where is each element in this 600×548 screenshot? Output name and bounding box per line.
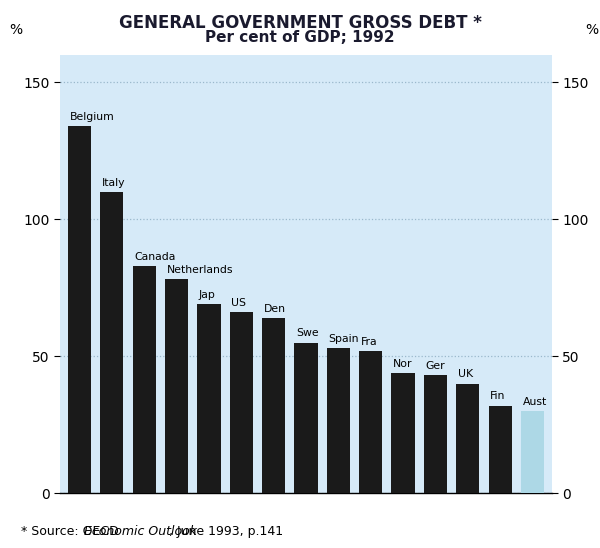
Text: Ger: Ger [425,361,445,372]
Bar [133,266,156,493]
Bar [68,126,91,493]
Text: %: % [585,23,598,37]
Bar [197,304,221,493]
Bar [424,375,447,493]
Bar [100,192,124,493]
Bar [456,384,479,493]
Bar [391,373,415,493]
Bar [165,279,188,493]
Text: Canada: Canada [134,252,175,261]
Text: Aust: Aust [523,397,547,407]
Bar [521,411,544,493]
Text: GENERAL GOVERNMENT GROSS DEBT *: GENERAL GOVERNMENT GROSS DEBT * [119,14,481,32]
Bar [262,318,285,493]
Text: Swe: Swe [296,328,319,339]
Text: * Source: OECD: * Source: OECD [21,525,123,538]
Text: Belgium: Belgium [70,112,114,122]
Text: Den: Den [263,304,286,313]
Text: Fra: Fra [361,336,377,347]
Text: Per cent of GDP; 1992: Per cent of GDP; 1992 [205,30,395,45]
Text: Netherlands: Netherlands [166,265,233,275]
Bar [230,312,253,493]
Text: UK: UK [458,369,473,379]
Text: Economic Outlook: Economic Outlook [84,525,197,538]
Text: Nor: Nor [393,358,413,368]
Bar [488,406,512,493]
Bar [327,348,350,493]
Text: Fin: Fin [490,391,506,401]
Text: %: % [9,23,22,37]
Bar [359,351,382,493]
Text: , June 1993, p.141: , June 1993, p.141 [169,525,283,538]
Text: Italy: Italy [102,178,125,187]
Text: US: US [231,298,246,308]
Text: Spain: Spain [328,334,359,344]
Text: Jap: Jap [199,290,216,300]
Bar [295,342,317,493]
